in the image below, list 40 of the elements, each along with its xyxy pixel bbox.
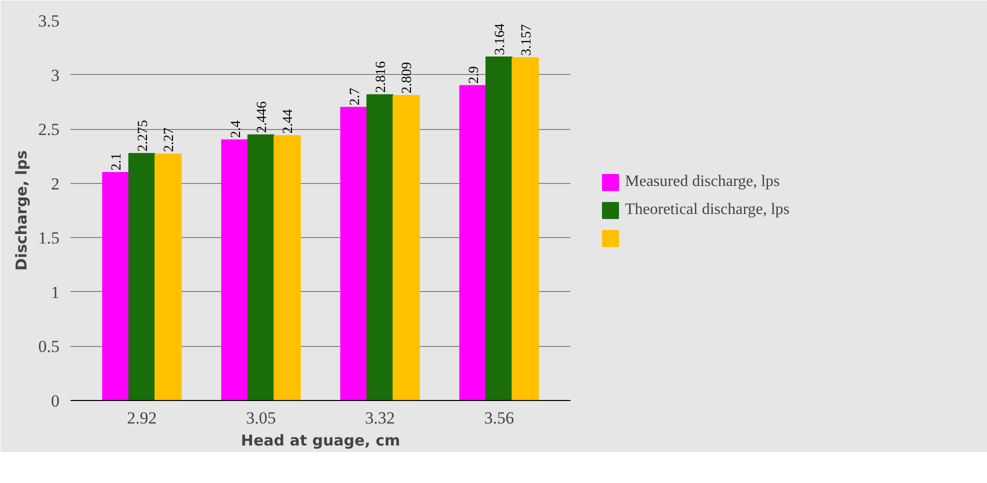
x-axis-title: Head at guage, cm xyxy=(240,432,400,450)
data-label: 2.4 xyxy=(228,120,244,138)
bar xyxy=(102,172,130,400)
data-label: 2.7 xyxy=(348,88,363,106)
bar xyxy=(221,139,248,400)
data-label: 2.809 xyxy=(400,62,416,94)
y-tick-label: 3.5 xyxy=(38,12,60,30)
bar xyxy=(247,134,275,400)
y-tick-label: 1 xyxy=(51,282,60,302)
data-label: 3.157 xyxy=(519,24,534,56)
legend-label: Measured discharge, lps xyxy=(625,173,780,191)
y-tick-label: 2.5 xyxy=(38,120,60,140)
data-label: 2.9 xyxy=(466,66,482,84)
data-label: 2.1 xyxy=(110,153,125,170)
bar xyxy=(274,135,301,400)
data-label: 2.44 xyxy=(281,109,296,134)
x-tick-label: 3.32 xyxy=(365,408,395,428)
y-tick-label: 3 xyxy=(51,66,60,85)
bar xyxy=(340,106,368,400)
data-label: 2.816 xyxy=(374,61,390,93)
data-label: 2.27 xyxy=(162,128,178,152)
bar xyxy=(512,57,539,400)
y-tick-label: 0.5 xyxy=(38,337,60,356)
bar xyxy=(154,154,182,400)
data-label: 2.275 xyxy=(136,120,151,152)
y-tick-label: 0 xyxy=(51,392,60,410)
data-label: 2.446 xyxy=(254,101,270,133)
bar xyxy=(485,56,513,400)
data-label: 3.164 xyxy=(493,23,508,55)
bar xyxy=(459,85,486,400)
legend-label: Theoretical discharge, lps xyxy=(625,201,790,219)
x-tick-label: 3.56 xyxy=(484,408,514,428)
x-tick-label: 3.05 xyxy=(246,408,276,428)
x-tick-label: 2.92 xyxy=(127,408,157,428)
bar xyxy=(392,95,420,400)
y-tick-label: 2 xyxy=(51,174,60,194)
bar xyxy=(128,153,156,400)
bar xyxy=(366,94,394,400)
y-axis-title: Discharge, lps xyxy=(12,150,30,271)
y-tick-label: 1.5 xyxy=(38,228,60,248)
